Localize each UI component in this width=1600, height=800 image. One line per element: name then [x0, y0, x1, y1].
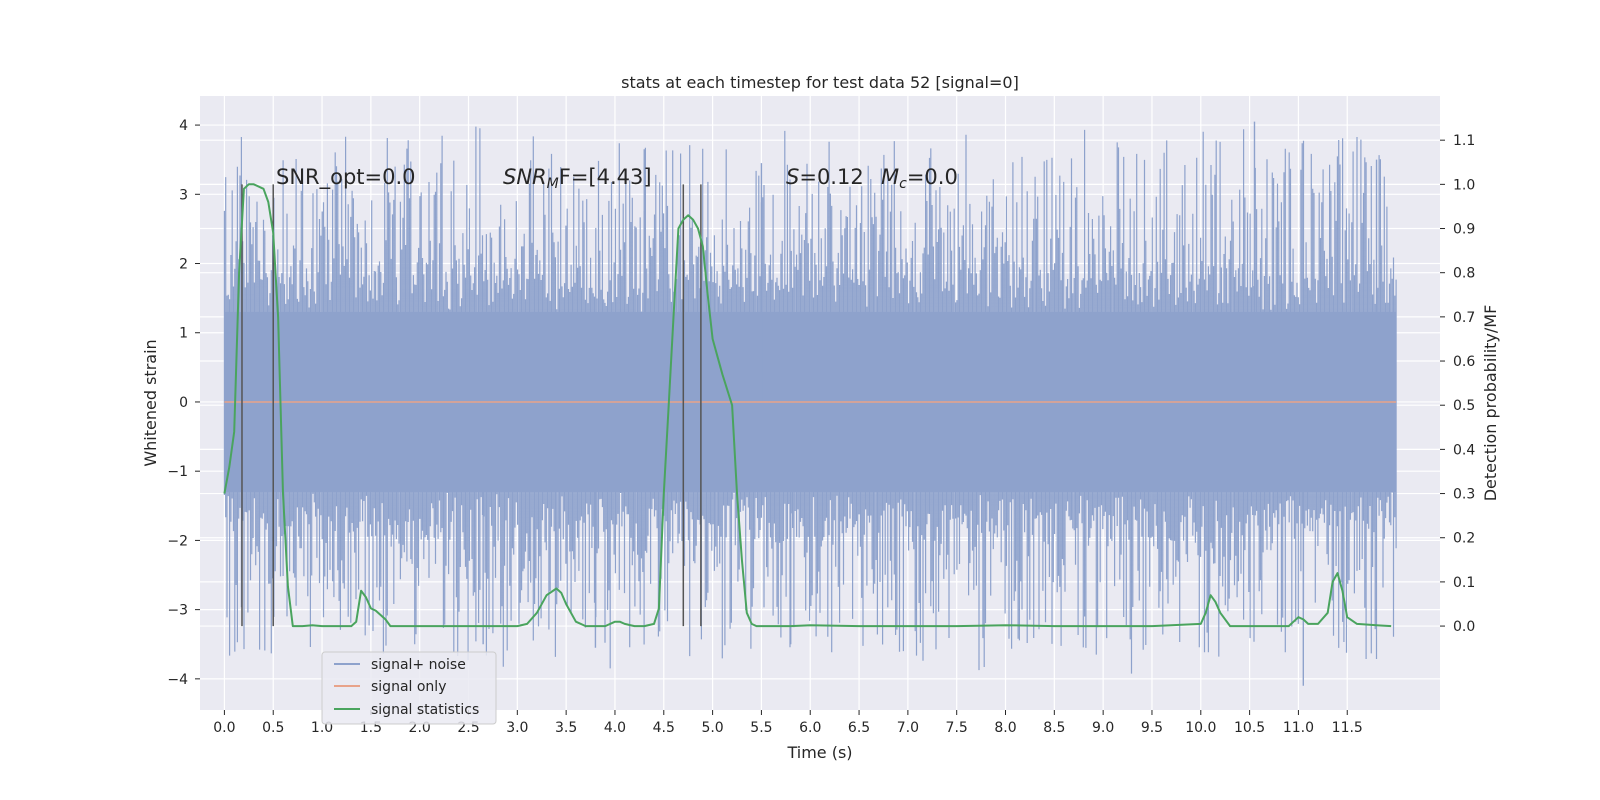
x-tick-label: 4.0 [604, 720, 626, 736]
y2-tick-label: 1.1 [1453, 133, 1475, 149]
y-tick-label: 2 [179, 257, 188, 273]
y2-tick-label: 0.6 [1453, 354, 1475, 370]
legend-box [321, 651, 497, 725]
window-markers [241, 184, 702, 627]
noise-spikes [223, 126, 1397, 674]
annotation-snr-mf: SNRMF=[4.43] [503, 165, 652, 192]
y2-axis-ticks: 1.1 1.0 0.9 0.8 0.7 0.6 0.5 0.4 0.3 0.2 0.1 0.0 [1440, 133, 1475, 635]
y2-tick-label: 0.1 [1453, 575, 1475, 591]
y-tick-label: −1 [167, 464, 188, 480]
y2-tick-label: 0.8 [1453, 266, 1475, 282]
x-tick-label: 11.5 [1332, 720, 1363, 736]
x-tick-label: 4.5 [653, 720, 675, 736]
x-tick-label: 5.0 [701, 720, 723, 736]
y2-tick-label: 0.4 [1453, 442, 1475, 458]
y2-tick-label: 0.2 [1453, 531, 1475, 547]
x-tick-label: 0.5 [262, 720, 284, 736]
legend-label-noise: signal+ noise [371, 657, 466, 673]
x-axis-title: Time (s) [786, 743, 852, 762]
x-tick-label: 6.0 [799, 720, 821, 736]
x-tick-label: 11.0 [1283, 720, 1314, 736]
x-tick-label: 9.5 [1141, 720, 1163, 736]
x-tick-label: 9.0 [1092, 720, 1114, 736]
y-axis-ticks: 4 3 2 1 0 −1 −2 −3 −4 [167, 118, 200, 688]
x-tick-label: 10.5 [1234, 720, 1265, 736]
signal-statistics-series [223, 183, 1392, 628]
annotation-snr-opt: SNR_opt=0.0 [276, 165, 416, 190]
s-rest: =0.12 [799, 165, 863, 189]
y2-tick-label: 0.7 [1453, 310, 1475, 326]
y-tick-label: −4 [167, 672, 188, 688]
annotation-s: S=0.12 [786, 165, 864, 189]
mc-rest: =0.0 [907, 165, 958, 189]
legend-label-signal-only: signal only [371, 679, 446, 695]
mc-sub: c [899, 176, 907, 192]
y2-tick-label: 0.5 [1453, 398, 1475, 414]
y2-tick-label: 0.9 [1453, 222, 1475, 238]
x-tick-label: 3.5 [555, 720, 577, 736]
s-main: S [786, 165, 799, 189]
y-tick-label: 3 [179, 187, 188, 203]
y-tick-label: 1 [179, 326, 188, 342]
x-tick-label: 5.5 [750, 720, 772, 736]
chart-title: stats at each timestep for test data 52 … [621, 73, 1019, 92]
x-tick-label: 8.0 [994, 720, 1016, 736]
x-axis-ticks: 0.0 0.5 1.0 1.5 2.0 2.5 3.0 3.5 4.0 4.5 5.0 5.5 6.0 6… [213, 710, 1363, 736]
snr-mf-rest: F=[4.43] [559, 165, 652, 189]
x-tick-label: 7.0 [897, 720, 919, 736]
y2-tick-label: 0.0 [1453, 619, 1475, 635]
x-tick-label: 3.0 [506, 720, 528, 736]
snr-mf-main: SNR [503, 165, 547, 189]
y-tick-label: 4 [179, 118, 188, 134]
x-tick-label: 6.5 [848, 720, 870, 736]
legend-label-statistics: signal statistics [371, 702, 479, 718]
y-tick-label: 0 [179, 395, 188, 411]
x-tick-label: 10.0 [1185, 720, 1216, 736]
mc-main: M [881, 165, 899, 189]
y-tick-label: −2 [167, 533, 188, 549]
x-tick-label: 7.5 [946, 720, 968, 736]
annotation-mc: Mc=0.0 [881, 165, 958, 192]
legend: signal+ noise signal only signal statist… [321, 651, 497, 725]
y-axis-title: Whitened strain [141, 339, 160, 466]
y2-tick-label: 0.3 [1453, 487, 1475, 503]
snr-mf-sub: M [547, 176, 559, 192]
y2-axis-title: Detection probability/MF [1481, 305, 1500, 502]
y-tick-label: −3 [167, 603, 188, 619]
signal-statistics-line [223, 183, 1392, 628]
x-tick-label: 8.5 [1043, 720, 1065, 736]
x-tick-label: 0.0 [213, 720, 235, 736]
y2-tick-label: 1.0 [1453, 177, 1475, 193]
